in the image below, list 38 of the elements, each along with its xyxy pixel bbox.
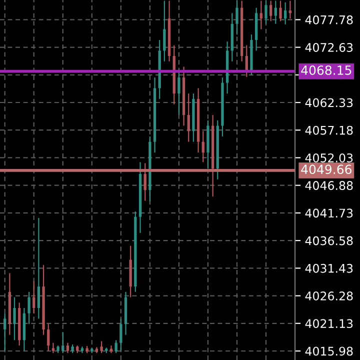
y-tick-label: 4026.28 <box>305 291 353 300</box>
candlestick <box>163 0 166 62</box>
y-tick-label: 4072.63 <box>305 43 353 52</box>
candlestick <box>4 312 6 352</box>
y-tick-label: 4046.88 <box>305 181 353 190</box>
y-tick-label: 4036.58 <box>305 236 353 246</box>
candlestick <box>62 332 64 354</box>
candlestick <box>66 342 70 354</box>
candlestick <box>279 0 282 22</box>
candlestick <box>32 280 36 314</box>
y-tick-label: 4062.33 <box>305 98 353 108</box>
y-tick-label: 4031.43 <box>305 264 353 273</box>
y-tick-label: 4057.18 <box>305 126 353 135</box>
candlestick <box>187 92 190 142</box>
y-tick-label: 4021.13 <box>305 319 353 328</box>
ref-line-label: 4049.66 <box>301 164 352 174</box>
candlestick <box>47 324 50 352</box>
candlestick <box>236 0 238 36</box>
candlestick <box>13 296 16 341</box>
candlestick <box>100 340 103 354</box>
candlestick <box>274 0 277 24</box>
candlestick <box>284 2 287 25</box>
candlestick <box>37 217 40 320</box>
y-tick-label: 4077.78 <box>305 15 353 24</box>
candlestick <box>28 291 30 325</box>
y-tick-label: 4052.03 <box>305 153 353 162</box>
candlestick <box>144 162 146 202</box>
candlestick <box>260 0 262 30</box>
candlestick <box>114 340 118 354</box>
candlestick <box>269 0 272 22</box>
candlestick <box>178 68 180 116</box>
candlestick <box>264 0 268 24</box>
y-tick-label: 4041.73 <box>305 208 353 218</box>
candlestick <box>52 342 55 354</box>
candlestick <box>202 130 204 163</box>
y-tick-label: 4015.98 <box>305 346 353 356</box>
candlestick <box>120 318 122 352</box>
ref-line-label: 4068.15 <box>301 65 352 75</box>
